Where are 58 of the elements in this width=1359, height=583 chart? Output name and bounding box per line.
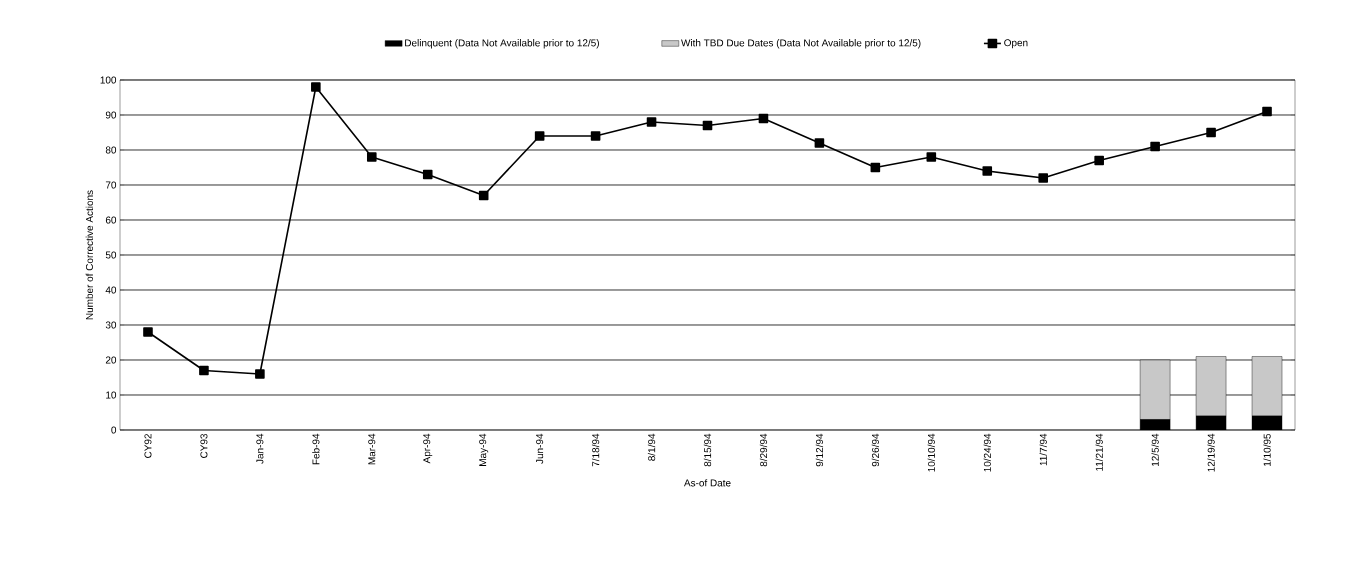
point	[1206, 127, 1216, 138]
x-tick-label: 12/19/94	[1207, 433, 1215, 472]
legend-label: Delinquent (Data Not Available prior to 12/5)	[405, 39, 599, 49]
x-tick-label: Apr-94	[423, 433, 433, 464]
legend-label: Open	[1004, 39, 1028, 49]
point	[590, 131, 601, 141]
point	[255, 369, 265, 379]
x-tick-label: 8/1/94	[647, 433, 656, 461]
point	[199, 365, 209, 376]
y-tick-label: 100	[100, 76, 117, 84]
point	[143, 327, 153, 337]
point	[870, 162, 881, 173]
x-tick-label: 7/18/94	[591, 433, 600, 467]
x-tick-label: May-94	[479, 433, 489, 466]
x-tick-label: Jan-94	[256, 433, 264, 464]
x-axis-title: As-of Date	[683, 479, 731, 487]
x-tick-label: 11/21/94	[1095, 433, 1103, 471]
point	[758, 113, 769, 124]
point	[702, 120, 713, 131]
y-tick-label: 20	[105, 356, 117, 364]
point	[478, 190, 489, 201]
x-tick-label: 9/12/94	[815, 433, 824, 467]
y-tick-label: 90	[105, 111, 117, 119]
point	[982, 166, 993, 176]
legend-label: With TBD Due Dates (Data Not Available prior to 12/5)	[681, 39, 921, 49]
point	[534, 131, 545, 141]
point	[926, 152, 937, 162]
y-tick-label: 10	[106, 391, 117, 399]
x-tick-label: 12/5/94	[1151, 433, 1159, 466]
y-tick-label: 70	[105, 181, 117, 189]
x-tick-label: Mar-94	[368, 433, 376, 465]
point	[311, 82, 321, 92]
x-tick-label: 10/10/94	[927, 433, 935, 472]
x-tick-label: Feb-94	[312, 433, 320, 465]
point	[422, 169, 433, 180]
y-tick-label: 0	[111, 426, 117, 434]
point	[814, 138, 825, 148]
x-tick-label: 11/7/94	[1039, 433, 1047, 466]
x-tick-label: 9/26/94	[871, 433, 880, 467]
point	[1038, 173, 1049, 183]
x-tick-label: 8/29/94	[759, 433, 768, 467]
y-tick-label: 30	[105, 321, 117, 329]
point	[1262, 106, 1272, 117]
point	[366, 152, 377, 162]
y-tick-label: 80	[105, 146, 117, 154]
y-tick-label: 50	[105, 251, 117, 259]
x-tick-label: 10/24/94	[983, 433, 991, 472]
x-tick-label: 8/15/94	[703, 433, 712, 467]
x-tick-label: CY92	[144, 434, 152, 458]
y-tick-label: 40	[105, 286, 117, 294]
x-tick-label: Jun-94	[536, 433, 544, 464]
point	[1150, 141, 1160, 152]
y-tick-label: 60	[105, 216, 117, 224]
x-tick-label: 1/10/95	[1263, 433, 1271, 466]
y-axis-title: Number of Corrective Actions	[85, 190, 94, 320]
point	[1094, 155, 1104, 166]
x-tick-label: CY93	[200, 433, 208, 458]
point	[646, 117, 657, 127]
